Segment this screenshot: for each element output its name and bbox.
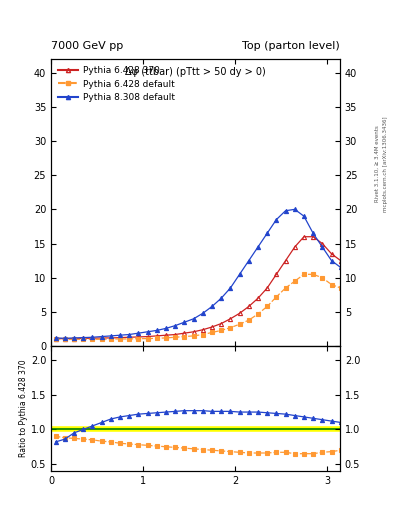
Text: 7000 GeV pp: 7000 GeV pp [51,41,123,51]
Text: Rivet 3.1.10, ≥ 3.4M events: Rivet 3.1.10, ≥ 3.4M events [375,125,380,202]
Text: Δφ (ttbar) (pTtt > 50 dy > 0): Δφ (ttbar) (pTtt > 50 dy > 0) [125,68,266,77]
Text: mcplots.cern.ch [arXiv:1306.3436]: mcplots.cern.ch [arXiv:1306.3436] [383,116,387,211]
Text: Top (parton level): Top (parton level) [242,41,340,51]
Legend: Pythia 6.428 370, Pythia 6.428 default, Pythia 8.308 default: Pythia 6.428 370, Pythia 6.428 default, … [55,63,177,105]
Y-axis label: Ratio to Pythia 6.428 370: Ratio to Pythia 6.428 370 [19,360,28,457]
